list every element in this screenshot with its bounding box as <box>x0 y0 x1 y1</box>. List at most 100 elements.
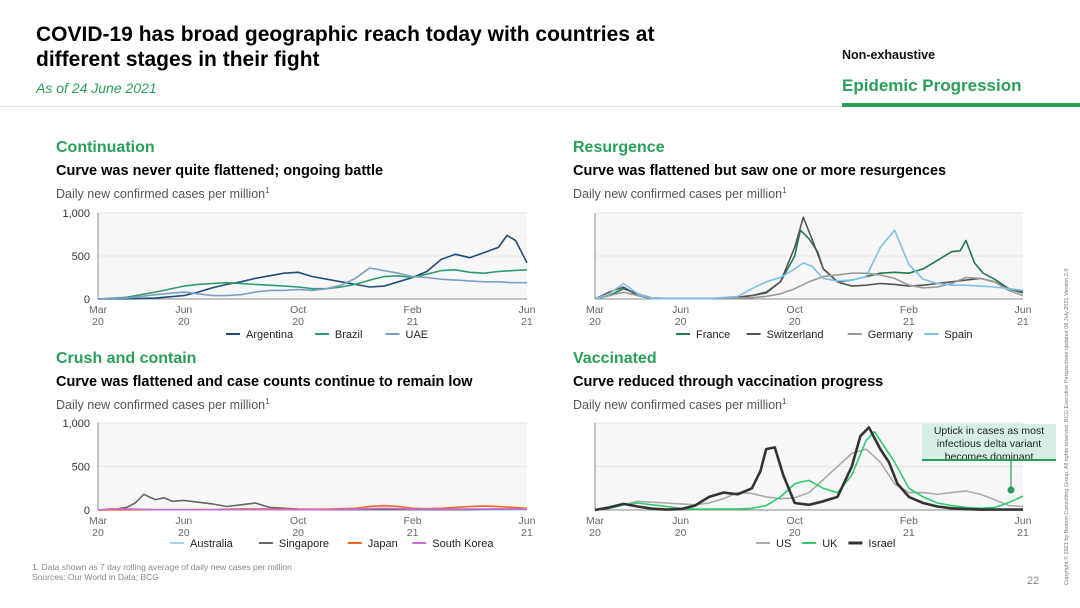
legend-label-south-korea: South Korea <box>432 538 494 550</box>
x-tick-label-year-vaccinated: 21 <box>1017 527 1029 539</box>
legend-label-singapore: Singapore <box>279 538 329 550</box>
legend-label-australia: Australia <box>190 538 234 550</box>
x-tick-label-year-vaccinated: 20 <box>589 527 601 539</box>
unit-footnote-marker: 1 <box>782 397 787 406</box>
x-tick-label-month-resurgence: Jun <box>672 304 689 316</box>
legend-label-spain: Spain <box>944 329 972 341</box>
x-tick-label-year-continuation: 21 <box>407 316 419 328</box>
x-tick-label-year-continuation: 20 <box>292 316 304 328</box>
x-tick-label-month-continuation: Feb <box>404 304 422 316</box>
unit-label: Daily new confirmed cases per million <box>573 187 783 202</box>
unit-footnote-marker: 1 <box>265 397 270 406</box>
panel-unit-vaccinated: Daily new confirmed cases per million1 <box>573 397 787 412</box>
panel-subtitle-resurgence: Curve was flattened but saw one or more … <box>573 163 947 179</box>
x-tick-label-year-crush: 21 <box>521 527 533 539</box>
unit-label: Daily new confirmed cases per million <box>56 187 266 202</box>
legend-label-argentina: Argentina <box>246 329 294 341</box>
x-tick-label-month-vaccinated: Oct <box>787 515 803 527</box>
legend-label-france: France <box>696 329 730 341</box>
legend-label-switzerland: Switzerland <box>767 329 824 341</box>
x-tick-label-month-resurgence: Jun <box>1015 304 1032 316</box>
x-tick-label-month-continuation: Jun <box>519 304 536 316</box>
y-tick-label-crush: 1,000 <box>62 418 90 430</box>
footnote-text: 1. Data shown as 7 day rolling average o… <box>32 562 292 572</box>
legend-label-uk: UK <box>822 538 838 550</box>
x-tick-label-month-vaccinated: Feb <box>900 515 918 527</box>
panel-title-vaccinated: Vaccinated <box>573 350 657 367</box>
x-tick-label-month-vaccinated: Mar <box>586 515 605 527</box>
unit-label: Daily new confirmed cases per million <box>573 398 783 413</box>
page-title: COVID-19 has broad geographic reach toda… <box>36 23 655 71</box>
x-tick-label-month-continuation: Jun <box>175 304 192 316</box>
x-tick-label-year-resurgence: 20 <box>589 316 601 328</box>
series-line-spain <box>594 229 1024 300</box>
x-tick-label-month-crush: Feb <box>404 515 422 527</box>
x-tick-label-month-vaccinated: Jun <box>672 515 689 527</box>
y-tick-label-crush: 500 <box>72 462 90 474</box>
x-tick-label-month-resurgence: Feb <box>900 304 918 316</box>
section-underline <box>842 103 1080 107</box>
legend-label-uae: UAE <box>406 329 429 341</box>
x-tick-label-year-crush: 21 <box>407 527 419 539</box>
x-tick-label-year-resurgence: 20 <box>675 316 687 328</box>
panel-title-crush: Crush and contain <box>56 350 197 367</box>
series-line-israel <box>594 426 1023 512</box>
legend-label-us: US <box>776 538 791 550</box>
x-tick-label-year-crush: 20 <box>92 527 104 539</box>
header-divider <box>0 106 842 107</box>
section-label: Epidemic Progression <box>842 76 1022 95</box>
x-tick-label-year-continuation: 20 <box>92 316 104 328</box>
panel-unit-crush: Daily new confirmed cases per million1 <box>56 397 270 412</box>
y-tick-label-crush: 0 <box>84 505 90 517</box>
legend-label-brazil: Brazil <box>335 329 363 341</box>
panel-title-continuation: Continuation <box>56 139 155 156</box>
non-exhaustive-tag: Non-exhaustive <box>842 48 936 62</box>
legend-label-germany: Germany <box>868 329 914 341</box>
x-tick-label-year-vaccinated: 20 <box>675 527 687 539</box>
legend-label-japan: Japan <box>368 538 398 550</box>
x-tick-label-year-crush: 20 <box>292 527 304 539</box>
x-tick-label-month-crush: Mar <box>89 515 108 527</box>
x-tick-label-year-continuation: 20 <box>178 316 190 328</box>
delta-variant-callout: Uptick in cases as most infectious delta… <box>922 424 1056 463</box>
series-line-uk <box>594 430 1024 511</box>
unit-footnote-marker: 1 <box>265 186 270 195</box>
series-line-argentina <box>97 234 528 300</box>
panel-unit-resurgence: Daily new confirmed cases per million1 <box>573 186 787 201</box>
x-tick-label-month-continuation: Mar <box>89 304 108 316</box>
unit-footnote-marker: 1 <box>782 186 787 195</box>
x-tick-label-year-continuation: 21 <box>521 316 533 328</box>
date-note: As of 24 June 2021 <box>36 80 157 96</box>
y-tick-label-continuation: 0 <box>84 294 90 306</box>
panel-unit-continuation: Daily new confirmed cases per million1 <box>56 186 270 201</box>
panel-subtitle-crush: Curve was flattened and case counts cont… <box>56 374 473 390</box>
callout-underline <box>922 459 1056 461</box>
x-tick-label-month-vaccinated: Jun <box>1015 515 1032 527</box>
unit-label: Daily new confirmed cases per million <box>56 398 266 413</box>
series-line-us <box>594 448 1024 511</box>
x-tick-label-month-resurgence: Mar <box>586 304 605 316</box>
series-line-south-korea <box>97 507 528 511</box>
x-tick-label-month-crush: Oct <box>290 515 306 527</box>
legend-label-israel: Israel <box>868 538 895 550</box>
series-line-uae <box>97 267 527 300</box>
series-line-brazil <box>97 268 528 300</box>
x-tick-label-year-resurgence: 21 <box>903 316 915 328</box>
x-tick-label-year-resurgence: 20 <box>789 316 801 328</box>
y-tick-label-continuation: 1,000 <box>62 208 90 220</box>
x-tick-label-month-continuation: Oct <box>290 304 306 316</box>
panel-title-resurgence: Resurgence <box>573 139 665 156</box>
panel-subtitle-continuation: Curve was never quite flattened; ongoing… <box>56 163 384 179</box>
callout-marker <box>1007 486 1015 494</box>
x-tick-label-month-crush: Jun <box>175 515 192 527</box>
x-tick-label-year-crush: 20 <box>178 527 190 539</box>
copyright-notice: Copyright © 2021 by Boston Consulting Gr… <box>1064 268 1070 585</box>
page-number: 22 <box>1027 575 1040 587</box>
x-tick-label-year-vaccinated: 20 <box>789 527 801 539</box>
sources-text: Sources: Our World in Data; BCG <box>32 572 159 582</box>
x-tick-label-year-vaccinated: 21 <box>903 527 915 539</box>
x-tick-label-year-resurgence: 21 <box>1017 316 1029 328</box>
panel-subtitle-vaccinated: Curve reduced through vaccination progre… <box>573 374 884 390</box>
x-tick-label-month-crush: Jun <box>519 515 536 527</box>
